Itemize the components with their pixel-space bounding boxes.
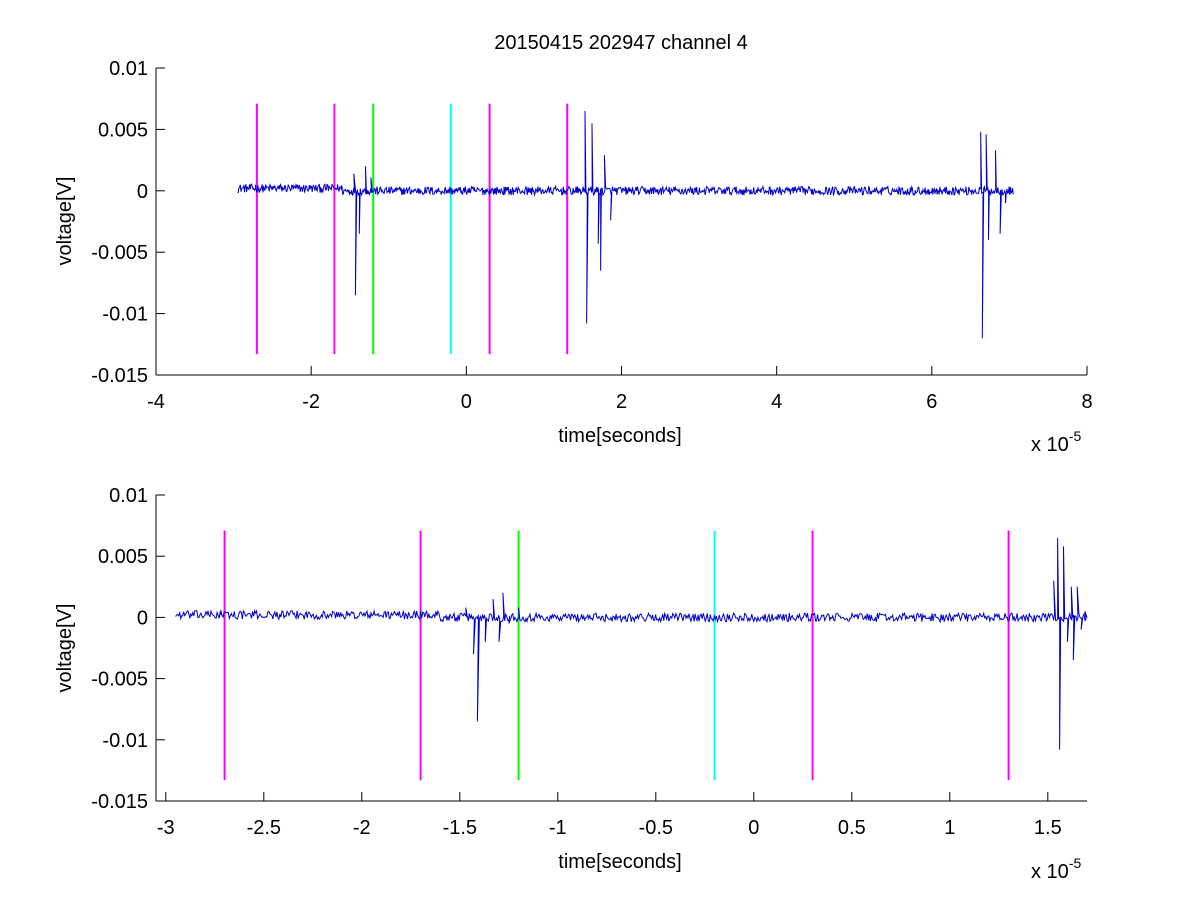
- bottom-x-tick-label: 1.5: [1034, 817, 1062, 839]
- top-y-tick-label: -0.005: [91, 242, 148, 264]
- bottom-y-tick-label: -0.01: [102, 730, 148, 752]
- bottom-plot-y-axis-label: voltage[V]: [54, 604, 76, 693]
- bottom-plot-markers: [223, 530, 1010, 781]
- top-plot-y-ticks: -0.015 -0.01 -0.005 0 0.005 0.01: [91, 58, 165, 387]
- bottom-x-tick-label: 0: [748, 817, 759, 839]
- top-y-tick-label: 0.005: [98, 119, 148, 141]
- figure-title: 20150415 202947 channel 4: [494, 32, 748, 54]
- bottom-x-tick-label: 1: [944, 817, 955, 839]
- bottom-x-tick-label: -3: [157, 817, 175, 839]
- top-plot-x-ticks: -4 -2 0 2 4 6 8: [147, 366, 1093, 413]
- top-y-tick-label: -0.01: [102, 304, 148, 326]
- bottom-plot: -3 -2.5 -2 -1.5 -1 -0.5 0 0.5 1 1.5 -0.015-0.01-0…: [54, 485, 1088, 883]
- top-x-tick-label: -4: [147, 391, 165, 413]
- top-signal-line: [237, 110, 1014, 339]
- bottom-x-tick-label: -1.5: [443, 817, 477, 839]
- top-plot-x-axis-label: time[seconds]: [558, 425, 681, 447]
- bottom-x-tick-label: -1: [549, 817, 567, 839]
- bottom-plot-y-ticks: -0.015 -0.01 -0.005 0 0.005 0.01: [91, 485, 165, 813]
- bottom-y-tick-label: 0.005: [98, 546, 148, 568]
- bottom-y-tick-label: -0.015: [91, 791, 148, 813]
- bottom-y-tick-label: 0: [137, 607, 148, 629]
- top-plot-y-axis-label: voltage[V]: [54, 177, 76, 266]
- bottom-y-tick-label: -0.005: [91, 669, 148, 691]
- bottom-x-tick-label: -0.5: [639, 817, 673, 839]
- top-y-tick-label: -0.015: [91, 365, 148, 387]
- top-plot-x-exponent-power: -5: [1069, 428, 1082, 444]
- top-x-tick-label: 8: [1081, 391, 1092, 413]
- bottom-y-tick-label: 0.01: [109, 485, 148, 507]
- bottom-plot-signal-group: [175, 537, 1088, 750]
- top-plot-markers: [255, 103, 569, 355]
- top-x-tick-label: 2: [616, 391, 627, 413]
- top-plot: -4 -2 0 2 4 6 8 -0.015 -0.01 -0.005 0 0.005 0.01 ti…: [54, 58, 1093, 456]
- top-x-tick-label: 0: [461, 391, 472, 413]
- top-x-tick-label: 4: [771, 391, 782, 413]
- bottom-x-tick-label: -2.5: [247, 817, 281, 839]
- top-x-tick-label: -2: [302, 391, 320, 413]
- bottom-plot-x-exponent-base: x 10: [1031, 861, 1069, 883]
- bottom-plot-x-exponent-label: x 10-5: [1031, 855, 1081, 883]
- bottom-signal-line: [175, 537, 1088, 750]
- bottom-plot-x-axis-label: time[seconds]: [558, 851, 681, 873]
- top-y-tick-label: 0: [137, 181, 148, 203]
- bottom-x-tick-label: -2: [353, 817, 371, 839]
- bottom-plot-x-exponent-power: -5: [1069, 855, 1082, 871]
- top-y-tick-label: 0.01: [109, 58, 148, 80]
- top-x-tick-label: 6: [926, 391, 937, 413]
- top-plot-x-exponent-label: x 10-5: [1031, 428, 1081, 456]
- top-plot-signal-group: [237, 110, 1014, 339]
- bottom-x-tick-label: 0.5: [838, 817, 866, 839]
- bottom-plot-x-ticks: -3 -2.5 -2 -1.5 -1 -0.5 0 0.5 1 1.5: [157, 792, 1062, 839]
- top-plot-x-exponent-base: x 10: [1031, 434, 1069, 456]
